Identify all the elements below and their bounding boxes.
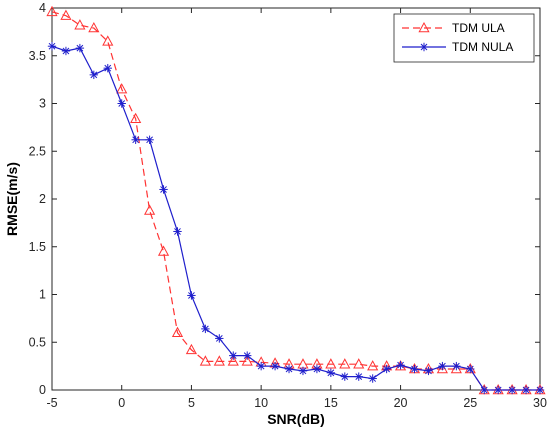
data-point-asterisk	[256, 361, 266, 371]
data-point-triangle	[213, 355, 225, 366]
data-point-triangle	[227, 355, 239, 366]
data-point-asterisk	[368, 374, 377, 383]
x-tick-label: 25	[463, 396, 477, 410]
data-point-asterisk	[507, 385, 517, 395]
data-point-asterisk	[229, 351, 238, 360]
y-tick-label: 3.5	[29, 49, 46, 63]
data-point-triangle	[102, 35, 114, 46]
data-point-asterisk	[103, 63, 112, 73]
data-point-asterisk	[312, 364, 322, 374]
data-point-triangle	[199, 355, 211, 366]
data-point-asterisk	[424, 366, 433, 376]
legend-label: TDM NULA	[452, 40, 513, 54]
legend-item: TDM ULA	[402, 21, 505, 35]
data-point-triangle	[46, 5, 58, 17]
data-point-triangle	[185, 343, 198, 355]
data-point-asterisk	[215, 334, 224, 343]
data-point-asterisk	[452, 361, 461, 371]
data-point-triangle	[367, 360, 379, 371]
data-point-asterisk	[117, 99, 126, 108]
data-point-triangle	[144, 204, 156, 215]
data-point-asterisk	[61, 46, 71, 56]
data-point-asterisk	[284, 364, 294, 374]
data-point-asterisk	[521, 385, 531, 395]
data-point-triangle	[353, 358, 365, 369]
data-point-triangle	[60, 9, 72, 20]
x-tick-label: 5	[188, 396, 195, 410]
legend-items: TDM ULA TDM NULA	[402, 21, 513, 54]
data-point-asterisk	[131, 135, 140, 144]
data-point-asterisk	[382, 364, 391, 374]
y-tick-label: 2.5	[29, 144, 46, 158]
data-point-asterisk	[243, 351, 252, 360]
data-point-triangle	[418, 21, 430, 33]
x-tick-label: 20	[394, 396, 408, 410]
data-point-triangle	[171, 326, 184, 337]
data-point-asterisk	[438, 361, 447, 371]
data-point-asterisk	[159, 185, 168, 194]
series-line	[51, 11, 540, 391]
data-point-asterisk	[89, 70, 99, 80]
series-layer	[46, 5, 546, 395]
x-tick-label: -5	[46, 396, 57, 410]
data-point-triangle	[130, 112, 142, 124]
legend: TDM ULA TDM NULA	[393, 13, 535, 63]
legend-item: TDM NULA	[402, 40, 513, 54]
x-tick-label: 10	[254, 396, 268, 410]
y-tick-label: 0.5	[29, 335, 46, 349]
data-point-asterisk	[298, 366, 308, 376]
y-tick-label: 0	[39, 383, 46, 397]
data-point-asterisk	[145, 135, 154, 144]
y-tick-label: 3	[39, 97, 46, 111]
y-tick-label: 2	[39, 192, 46, 206]
data-point-asterisk	[480, 385, 489, 395]
data-point-triangle	[116, 83, 128, 94]
legend-label: TDM ULA	[452, 21, 505, 35]
data-point-asterisk	[187, 291, 196, 300]
data-point-triangle	[88, 22, 100, 33]
y-tick-label: 1.5	[29, 240, 46, 254]
y-tick-label: 1	[39, 288, 46, 302]
data-point-asterisk	[270, 361, 280, 371]
data-point-triangle	[241, 355, 253, 366]
series-tdm-nula	[47, 42, 545, 395]
data-point-asterisk	[354, 372, 363, 381]
data-point-triangle	[325, 358, 337, 369]
data-point-asterisk	[201, 324, 210, 334]
data-point-asterisk	[466, 364, 475, 374]
data-point-asterisk	[47, 42, 57, 51]
legend-box	[393, 13, 535, 63]
data-point-asterisk	[340, 372, 349, 381]
data-point-triangle	[339, 358, 351, 369]
data-point-asterisk	[419, 42, 429, 52]
x-tick-label: 0	[118, 396, 125, 410]
x-tick-label: 15	[324, 396, 338, 410]
x-tick-label: 30	[533, 396, 547, 410]
data-point-asterisk	[493, 385, 503, 395]
data-point-triangle	[74, 19, 86, 30]
y-axis-label: RMSE(m/s)	[4, 162, 20, 236]
y-axis-ticks: 0 0.5 1 1.5 2 2.5 3 3.5 4	[29, 1, 540, 397]
data-point-asterisk	[535, 385, 545, 395]
data-point-triangle	[157, 245, 170, 256]
data-point-asterisk	[410, 364, 419, 374]
data-point-asterisk	[396, 360, 405, 370]
y-tick-label: 4	[39, 1, 46, 15]
data-point-asterisk	[75, 43, 85, 53]
data-point-asterisk	[173, 227, 182, 236]
plot-area	[51, 7, 541, 391]
data-point-asterisk	[326, 368, 336, 378]
x-axis-label: SNR(dB)	[267, 411, 325, 427]
x-axis-ticks: -5 0 5 10 15 20 25 30	[46, 8, 547, 410]
